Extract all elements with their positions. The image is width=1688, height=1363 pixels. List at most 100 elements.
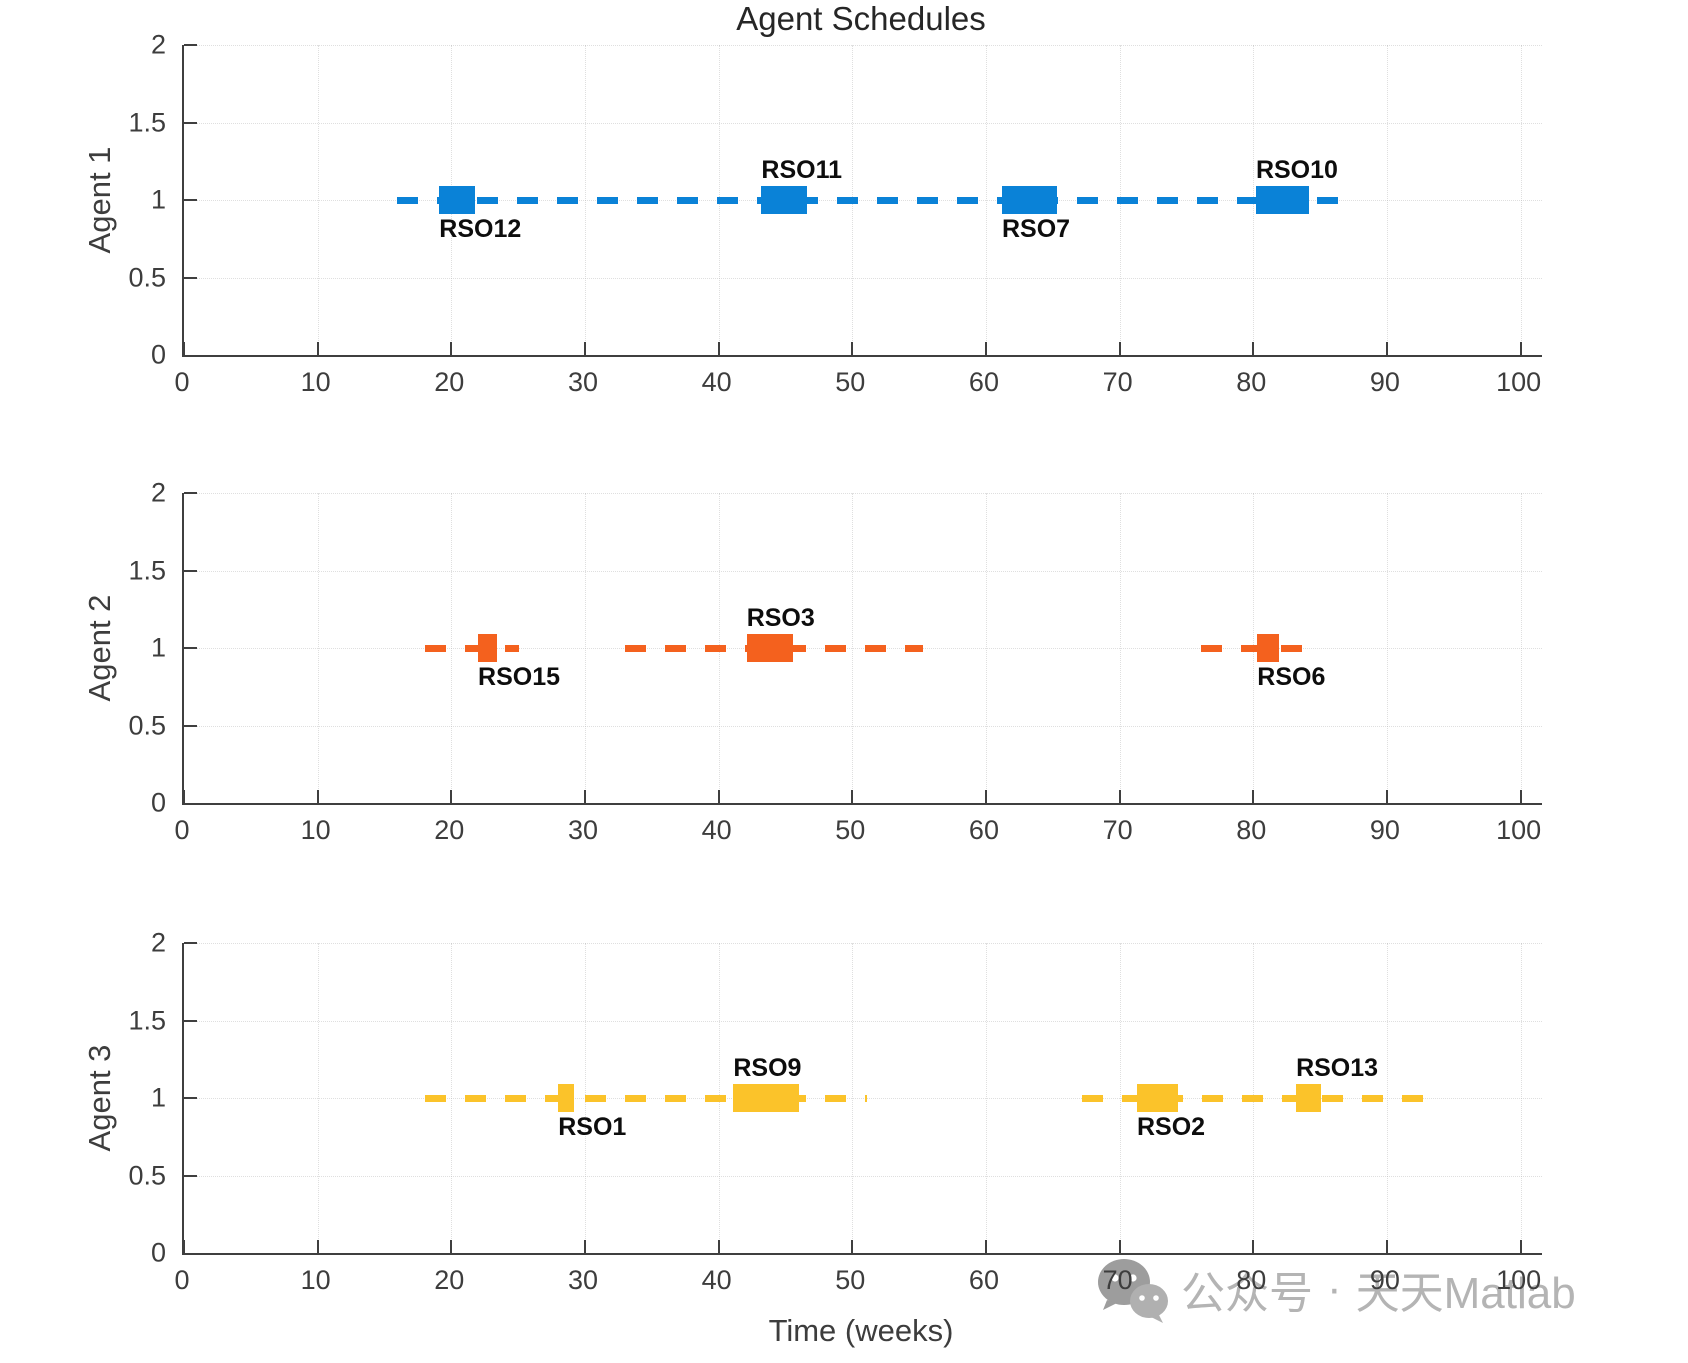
schedule-line-segment (424, 644, 520, 652)
wechat-icon (1093, 1254, 1173, 1324)
y-tick-label: 0.5 (128, 710, 166, 740)
y-tick-label: 1 (150, 632, 166, 663)
watermark-text-suffix: 天天Matlab (1355, 1269, 1576, 1318)
plot-area: RSO12 RSO11 RSO7 RSO10 (182, 44, 1542, 357)
x-tick-label: 10 (300, 815, 331, 845)
plot-area: RSO1 RSO9 RSO2 RSO13 (182, 942, 1542, 1255)
x-tick-mark (183, 1240, 185, 1253)
task-label-rso13: RSO13 (1296, 1054, 1379, 1082)
x-tick-label: 30 (567, 815, 598, 845)
x-tick-label: 20 (434, 815, 465, 845)
task-block-rso1 (558, 1084, 575, 1112)
y-tick-mark (184, 1174, 197, 1177)
y-tick-mark (184, 942, 197, 944)
gridline-vertical (985, 943, 987, 1253)
x-tick-mark (583, 342, 586, 355)
y-tick-label: 0.5 (128, 262, 166, 292)
gridline-vertical (584, 493, 586, 803)
gridline-horizontal (184, 122, 1542, 124)
y-tick-label: 0 (150, 339, 166, 370)
x-tick-mark (1252, 342, 1255, 355)
x-tick-mark (1519, 1240, 1522, 1253)
y-tick-mark (184, 1097, 197, 1099)
chart-title: Agent Schedules (736, 0, 986, 37)
x-tick-mark (717, 790, 720, 803)
x-tick-label: 90 (1369, 815, 1400, 845)
x-tick-mark (851, 1240, 854, 1253)
x-tick-mark (1519, 342, 1522, 355)
x-tick-label: 0 (174, 1265, 190, 1295)
gridline-horizontal (184, 1175, 1542, 1177)
watermark-text-prefix: 公众号 (1181, 1269, 1313, 1318)
y-tick-label: 0 (150, 1237, 166, 1268)
task-block-rso7 (1002, 186, 1057, 214)
x-tick-mark (183, 790, 185, 803)
x-tick-label: 60 (968, 815, 999, 845)
task-label-rso2: RSO2 (1137, 1113, 1206, 1141)
y-tick-label: 1.5 (128, 107, 166, 137)
x-tick-label: 100 (1496, 367, 1542, 397)
x-tick-mark (316, 790, 319, 803)
gridline-vertical (317, 943, 319, 1253)
x-tick-label: 40 (701, 1265, 732, 1295)
x-tick-label: 50 (835, 367, 866, 397)
task-block-rso11 (761, 186, 807, 214)
x-tick-label: 10 (300, 1265, 331, 1295)
gridline-vertical (1119, 493, 1121, 803)
gridline-vertical (1520, 943, 1522, 1253)
y-tick-label: 2 (150, 927, 166, 958)
y-tick-label: 2 (150, 477, 166, 508)
x-tick-mark (583, 1240, 586, 1253)
task-block-rso9 (733, 1084, 799, 1112)
gridline-vertical (317, 493, 319, 803)
schedule-line-segment (1082, 1094, 1424, 1102)
schedule-line-segment (1201, 644, 1305, 652)
subplot-agent-1: RSO12 RSO11 RSO7 RSO10 0 10 20 30 40 50 60 70 80 90 10… (0, 30, 1688, 445)
gridline-horizontal (184, 493, 1542, 494)
x-tick-label: 90 (1369, 1265, 1400, 1295)
gridline-vertical (1386, 45, 1388, 355)
x-tick-mark (984, 790, 987, 803)
x-tick-label: 80 (1236, 815, 1267, 845)
gridline-vertical (1386, 493, 1388, 803)
task-label-rso6: RSO6 (1257, 663, 1326, 691)
task-label-rso1: RSO1 (558, 1113, 627, 1141)
x-tick-label: 80 (1236, 367, 1267, 397)
x-tick-label: 40 (701, 815, 732, 845)
x-tick-mark (1385, 342, 1388, 355)
agent-axis-label: Agent 3 (82, 1044, 117, 1152)
plot-area: RSO15 RSO3 RSO6 (182, 492, 1542, 805)
gridline-horizontal (184, 570, 1542, 572)
subplot-agent-2: RSO15 RSO3 RSO6 0 10 20 30 40 50 60 70 80 90 100 0 0.5 1… (0, 478, 1688, 893)
task-label-rso11: RSO11 (761, 156, 843, 184)
y-tick-label: 0 (150, 787, 166, 818)
y-tick-mark (184, 276, 197, 279)
x-tick-mark (984, 1240, 987, 1253)
task-block-rso2 (1137, 1084, 1179, 1112)
task-label-rso3: RSO3 (746, 604, 815, 632)
gridline-vertical (1520, 493, 1522, 803)
task-label-rso7: RSO7 (1002, 215, 1071, 243)
x-tick-label: 90 (1369, 367, 1400, 397)
gridline-horizontal (184, 45, 1542, 46)
gridline-vertical (1520, 45, 1522, 355)
schedule-line-segment (424, 1094, 867, 1102)
x-tick-label: 20 (434, 367, 465, 397)
x-tick-mark (316, 1240, 319, 1253)
y-tick-label: 1.5 (128, 1005, 166, 1035)
task-block-rso15 (478, 634, 497, 662)
x-tick-mark (1385, 790, 1388, 803)
x-tick-mark (450, 790, 453, 803)
watermark-separator: · (1327, 1264, 1342, 1313)
y-tick-mark (184, 121, 197, 124)
x-tick-label: 100 (1496, 815, 1542, 845)
y-tick-label: 1 (150, 1082, 166, 1113)
task-label-rso10: RSO10 (1255, 156, 1338, 184)
gridline-horizontal (184, 725, 1542, 727)
x-tick-label: 0 (174, 815, 190, 845)
task-block-rso10 (1255, 186, 1310, 214)
y-tick-mark (184, 44, 197, 46)
task-block-rso12 (439, 186, 476, 214)
x-tick-label: 70 (1102, 1265, 1133, 1295)
x-tick-mark (1118, 1240, 1121, 1253)
